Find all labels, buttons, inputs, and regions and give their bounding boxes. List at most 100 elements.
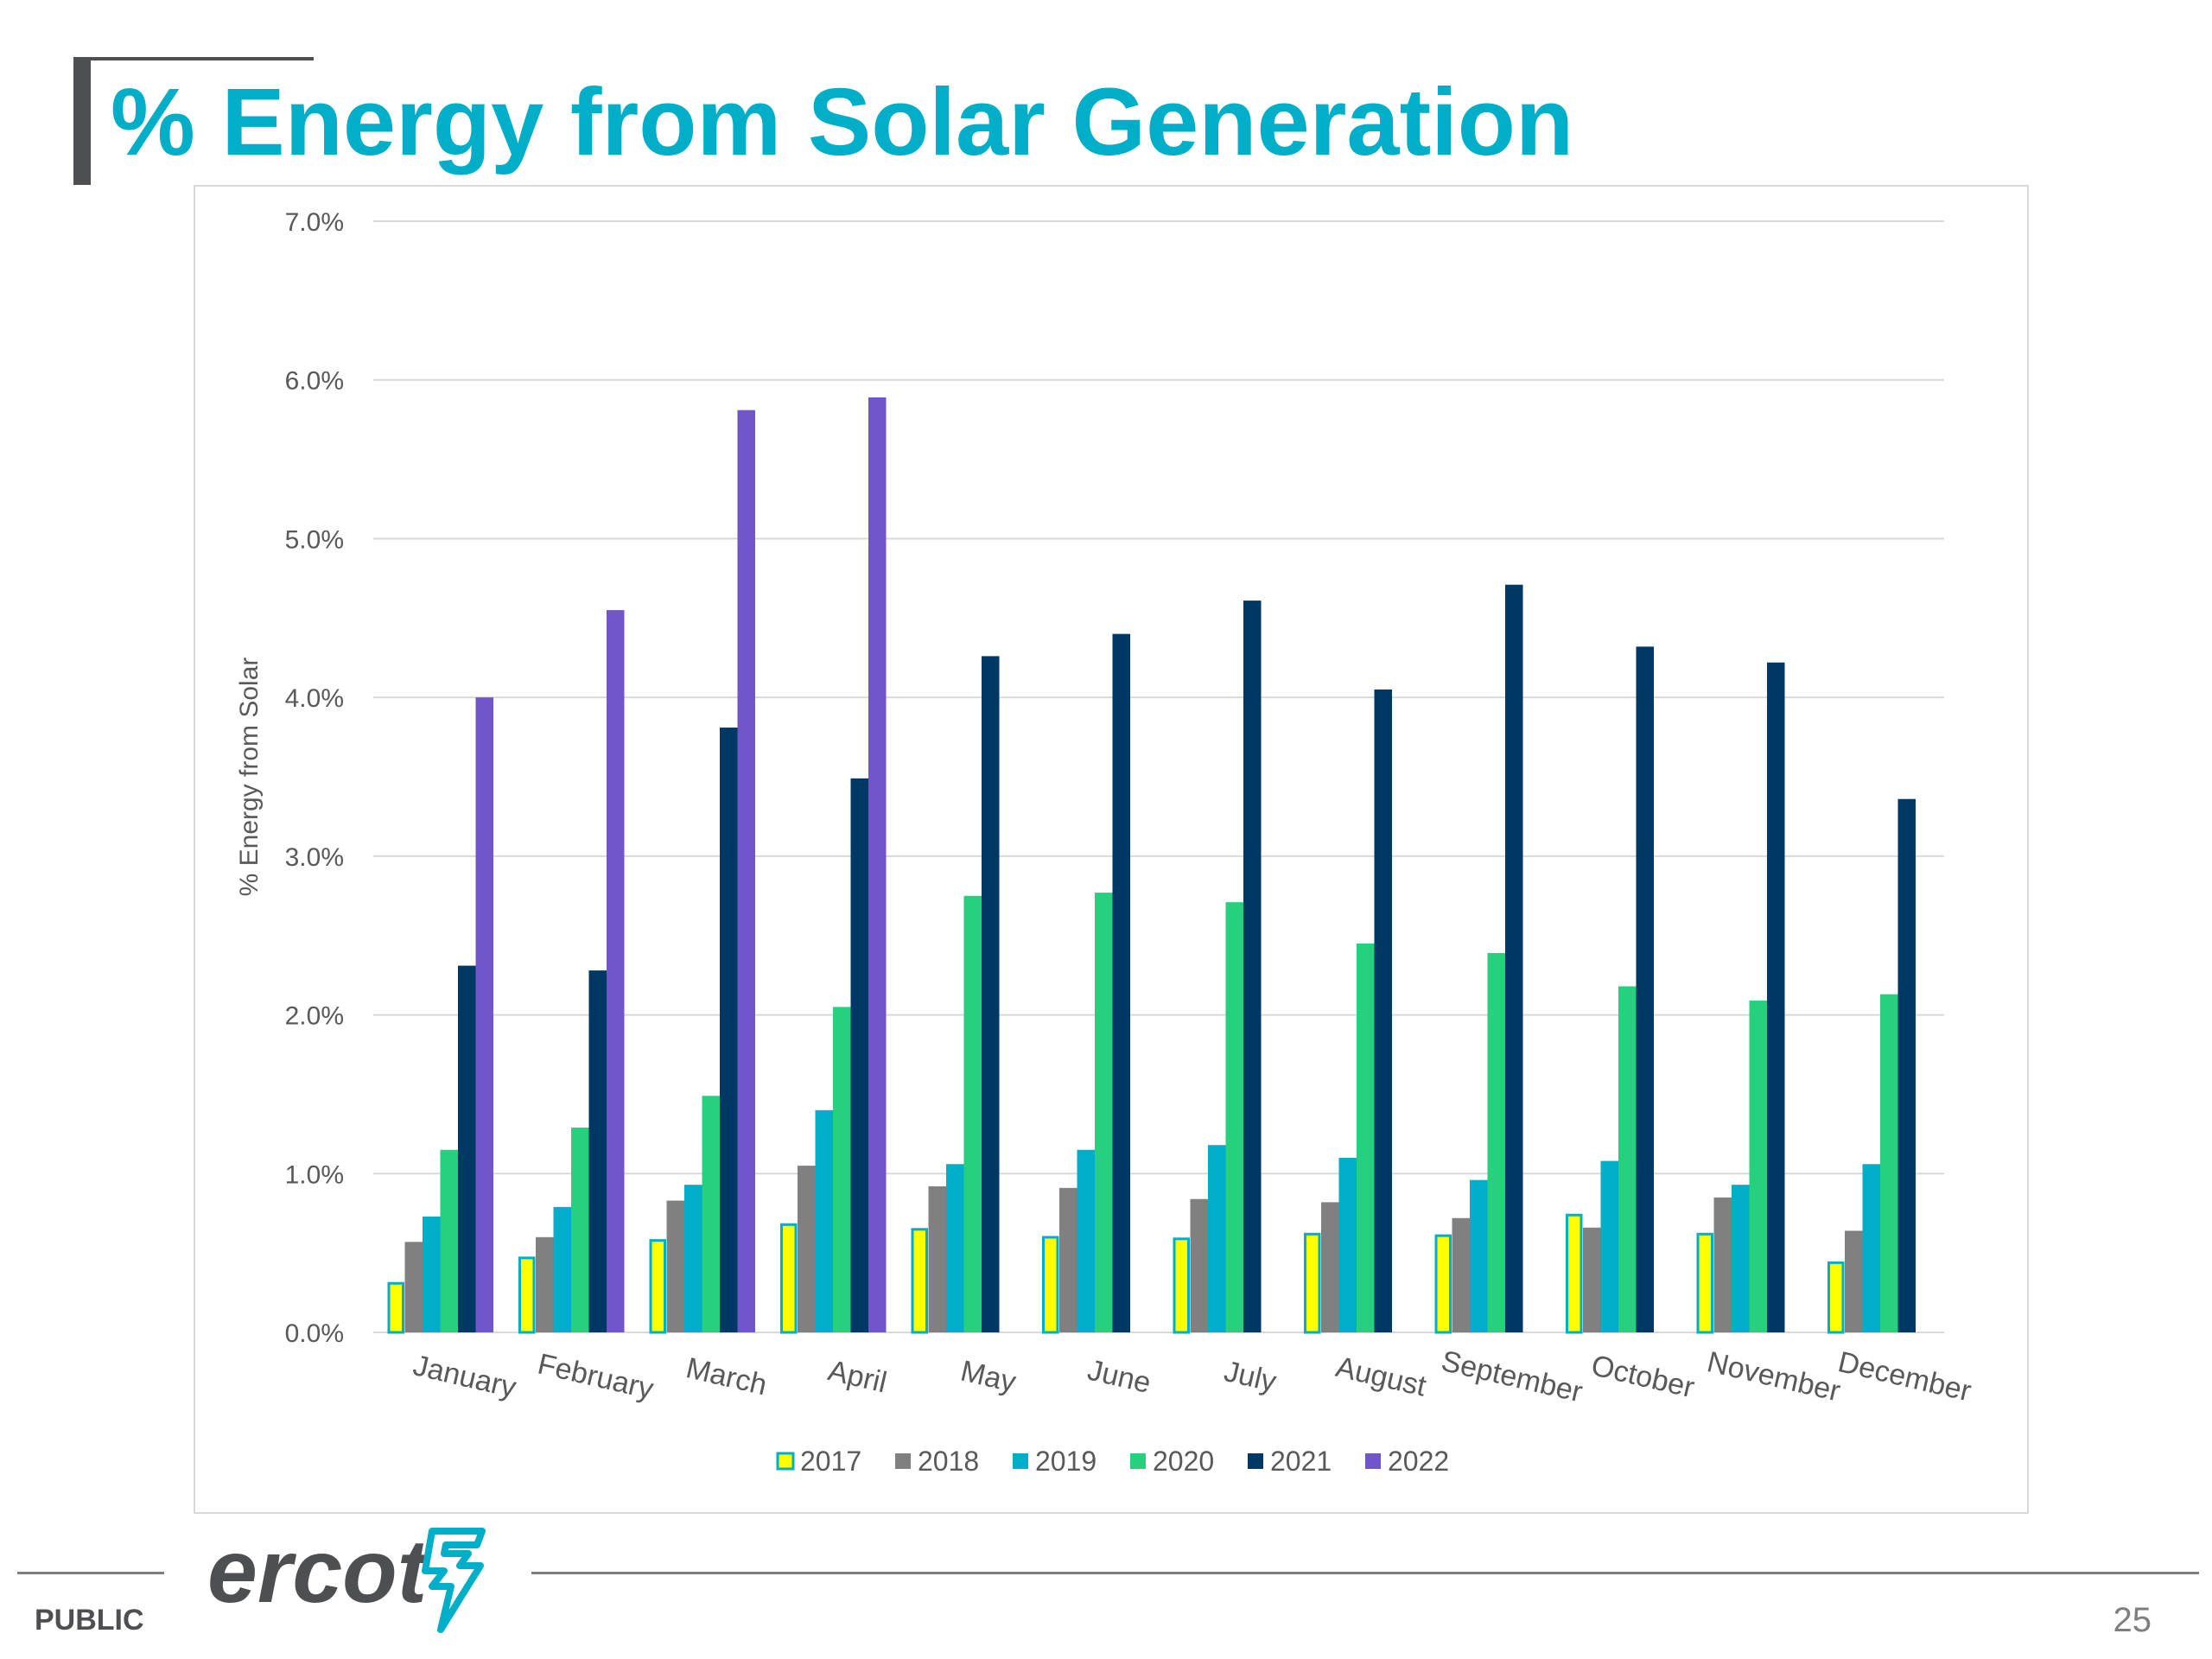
x-tick-label: February — [535, 1347, 657, 1406]
bar-2019-october — [1600, 1160, 1618, 1332]
bar-2017-march — [649, 1239, 666, 1334]
legend-label-2020: 2020 — [1153, 1446, 1214, 1477]
bar-2017-july — [1173, 1237, 1190, 1334]
x-tick-label: March — [683, 1351, 771, 1402]
bar-2020-october — [1618, 986, 1637, 1332]
footer-rule-right — [531, 1572, 2199, 1574]
bar-2019-july — [1208, 1145, 1226, 1332]
bar-2020-june — [1095, 893, 1113, 1332]
bar-2021-november — [1767, 662, 1785, 1332]
y-axis-title: % Energy from Solar — [235, 658, 264, 897]
y-tick-label: 7.0% — [285, 208, 344, 237]
bar-2021-march — [720, 728, 738, 1332]
bar-2018-may — [928, 1185, 946, 1332]
legend-label-2019: 2019 — [1035, 1446, 1096, 1477]
legend-swatch-2019 — [1013, 1453, 1028, 1469]
y-tick-label: 2.0% — [285, 1002, 344, 1031]
bar-2018-april — [798, 1166, 816, 1332]
ercot-logo: ercot — [207, 1522, 486, 1633]
bar-2018-june — [1059, 1187, 1077, 1332]
x-tick-label: July — [1221, 1355, 1279, 1399]
x-tick-label: June — [1084, 1353, 1154, 1400]
y-tick-label: 0.0% — [285, 1319, 344, 1348]
footer-rule-left — [17, 1572, 164, 1574]
bar-2018-january — [404, 1242, 423, 1332]
bar-2021-december — [1897, 798, 1916, 1332]
legend-swatch-2017 — [776, 1452, 795, 1471]
x-tick-label: August — [1332, 1351, 1429, 1403]
bar-2020-december — [1880, 994, 1898, 1332]
legend-swatch-2018 — [895, 1453, 911, 1469]
bar-2019-june — [1077, 1149, 1095, 1332]
bar-2017-september — [1434, 1234, 1452, 1334]
bar-2018-august — [1321, 1202, 1339, 1332]
bar-2021-july — [1243, 601, 1262, 1332]
bar-2019-august — [1338, 1157, 1357, 1332]
bar-2017-may — [911, 1228, 928, 1334]
bar-2018-february — [536, 1236, 554, 1332]
bar-2020-april — [833, 1007, 851, 1332]
bar-2017-january — [387, 1281, 404, 1334]
bar-2017-april — [780, 1223, 798, 1334]
bar-2021-october — [1636, 646, 1654, 1332]
bar-2017-august — [1304, 1232, 1321, 1334]
x-tick-label: November — [1704, 1345, 1843, 1408]
bar-2018-march — [666, 1200, 684, 1332]
bar-2021-february — [588, 970, 607, 1332]
bar-2017-february — [518, 1256, 536, 1334]
x-tick-label: January — [410, 1349, 519, 1404]
y-tick-label: 4.0% — [285, 684, 344, 713]
legend-label-2021: 2021 — [1270, 1446, 1332, 1477]
bar-2018-september — [1452, 1217, 1470, 1332]
bar-2020-march — [702, 1096, 720, 1332]
bar-chart: 0.0% 1.0% 2.0% 3.0% 4.0% 5.0% 6.0% 7.0% % Energy… — [235, 208, 1974, 1477]
bar-2021-may — [982, 656, 1000, 1332]
bar-2019-may — [946, 1164, 964, 1332]
bar-2017-november — [1696, 1232, 1713, 1334]
bar-2019-september — [1470, 1179, 1488, 1332]
bar-2019-december — [1862, 1164, 1880, 1332]
bar-2019-march — [684, 1185, 702, 1332]
x-tick-label: September — [1438, 1344, 1586, 1408]
legend-swatch-2021 — [1248, 1453, 1263, 1469]
bar-2021-june — [1112, 633, 1130, 1332]
title-accent-bar — [73, 57, 91, 185]
x-tick-label: December — [1835, 1345, 1974, 1408]
y-tick-label: 6.0% — [285, 367, 344, 396]
legend-label-2018: 2018 — [918, 1446, 979, 1477]
chart-frame: 0.0% 1.0% 2.0% 3.0% 4.0% 5.0% 6.0% 7.0% % Energy… — [194, 185, 2029, 1514]
lightning-icon — [422, 1528, 486, 1633]
slide-title: % Energy from Solar Generation — [111, 69, 1574, 175]
x-tick-label: April — [825, 1354, 890, 1399]
x-tick-label: May — [957, 1355, 1019, 1399]
bar-2021-april — [850, 778, 868, 1332]
x-tick-label: October — [1588, 1349, 1697, 1404]
legend-label-2022: 2022 — [1388, 1446, 1449, 1477]
bar-2020-may — [963, 895, 982, 1332]
legend-label-2017: 2017 — [800, 1446, 861, 1477]
bar-2019-january — [423, 1216, 441, 1332]
bar-2022-february — [607, 610, 625, 1332]
legend-swatch-2022 — [1365, 1453, 1381, 1469]
bar-2018-october — [1583, 1227, 1601, 1332]
bar-2020-september — [1487, 952, 1505, 1332]
logo-wordmark: ercot — [207, 1522, 431, 1622]
bar-2018-july — [1190, 1198, 1208, 1332]
bar-2020-february — [571, 1128, 589, 1332]
bar-2022-march — [737, 410, 755, 1332]
bar-2017-october — [1566, 1213, 1583, 1334]
legend-swatch-2020 — [1130, 1453, 1146, 1469]
bar-2019-february — [553, 1206, 571, 1332]
bar-2017-june — [1042, 1236, 1059, 1334]
title-accent-line — [73, 57, 314, 60]
y-tick-label: 3.0% — [285, 843, 344, 872]
bar-2021-august — [1374, 689, 1392, 1332]
bar-2020-january — [440, 1149, 458, 1332]
y-tick-label: 5.0% — [285, 525, 344, 554]
footer-classification: PUBLIC — [35, 1604, 144, 1637]
page-number: 25 — [2113, 1601, 2152, 1639]
bar-2019-april — [815, 1109, 833, 1332]
bar-2022-january — [475, 697, 493, 1332]
bar-2021-january — [458, 965, 476, 1332]
bar-2020-july — [1225, 902, 1243, 1332]
